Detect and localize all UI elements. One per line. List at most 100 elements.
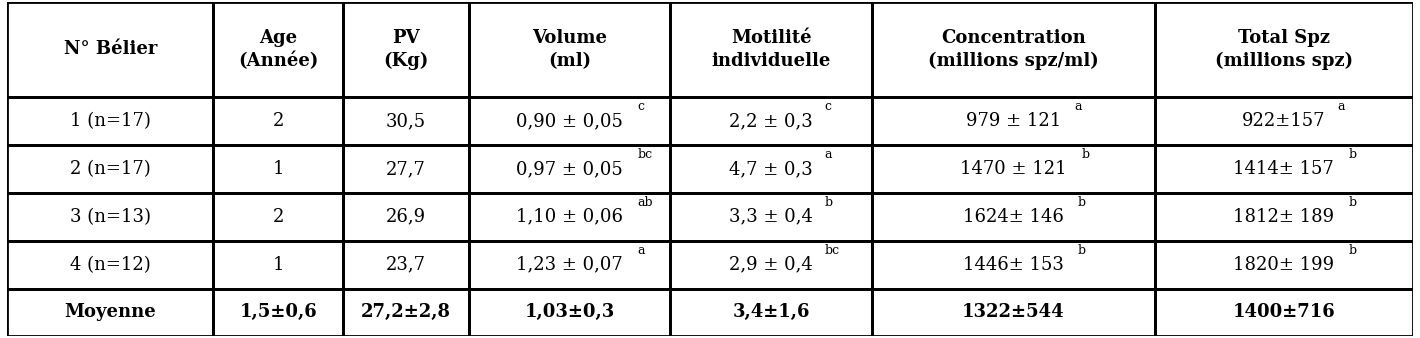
Text: 26,9: 26,9 (386, 208, 426, 226)
Text: b: b (1349, 196, 1356, 209)
Text: 1: 1 (273, 160, 284, 178)
Text: b: b (1078, 196, 1086, 209)
Text: 3,4±1,6: 3,4±1,6 (733, 304, 809, 321)
Text: bc: bc (638, 148, 653, 161)
Text: 2: 2 (273, 208, 284, 226)
Text: b: b (825, 196, 832, 209)
Text: b: b (1349, 243, 1356, 257)
Text: 1446± 153: 1446± 153 (963, 256, 1064, 273)
Text: Total Spz
(millions spz): Total Spz (millions spz) (1214, 29, 1353, 70)
Bar (872, 193, 1154, 241)
Text: 922±157: 922±157 (1242, 112, 1325, 130)
Text: 3,3 ± 0,4: 3,3 ± 0,4 (730, 208, 814, 226)
Text: 1,03±0,3: 1,03±0,3 (524, 304, 615, 321)
Bar (670, 2, 872, 97)
Text: 1 (n=17): 1 (n=17) (70, 112, 151, 130)
Bar (872, 145, 1154, 193)
Text: Age
(Année): Age (Année) (239, 29, 318, 70)
Text: 2,2 ± 0,3: 2,2 ± 0,3 (730, 112, 814, 130)
Text: 1470 ± 121: 1470 ± 121 (960, 160, 1066, 178)
Text: b: b (1078, 243, 1086, 257)
Text: 1624± 146: 1624± 146 (963, 208, 1064, 226)
Bar (469, 241, 670, 289)
Bar (7, 289, 213, 336)
Bar (469, 2, 670, 97)
Bar (213, 97, 344, 145)
Text: 2 (n=17): 2 (n=17) (70, 160, 151, 178)
Bar (1154, 97, 1413, 145)
Text: Volume
(ml): Volume (ml) (532, 29, 606, 70)
Text: c: c (825, 100, 832, 113)
Bar (872, 241, 1154, 289)
Text: 0,90 ± 0,05: 0,90 ± 0,05 (515, 112, 623, 130)
Bar (344, 97, 469, 145)
Bar (872, 2, 1154, 97)
Bar (469, 193, 670, 241)
Bar (670, 145, 872, 193)
Bar (7, 97, 213, 145)
Text: 2: 2 (273, 112, 284, 130)
Bar (344, 193, 469, 241)
Text: PV
(Kg): PV (Kg) (383, 29, 429, 70)
Text: 1,5±0,6: 1,5±0,6 (240, 304, 317, 321)
Text: 23,7: 23,7 (386, 256, 426, 273)
Text: c: c (638, 100, 645, 113)
Bar (7, 193, 213, 241)
Text: 1812± 189: 1812± 189 (1233, 208, 1335, 226)
Text: Moyenne: Moyenne (64, 304, 156, 321)
Bar (1154, 145, 1413, 193)
Text: a: a (825, 148, 832, 161)
Bar (872, 97, 1154, 145)
Bar (7, 241, 213, 289)
Text: 1,10 ± 0,06: 1,10 ± 0,06 (515, 208, 623, 226)
Bar (7, 2, 213, 97)
Text: a: a (638, 243, 645, 257)
Text: a: a (1074, 100, 1082, 113)
Text: Concentration
(millions spz/ml): Concentration (millions spz/ml) (927, 29, 1099, 70)
Bar (7, 145, 213, 193)
Text: 27,2±2,8: 27,2±2,8 (361, 304, 452, 321)
Text: 30,5: 30,5 (386, 112, 426, 130)
Text: 1400±716: 1400±716 (1233, 304, 1335, 321)
Bar (670, 289, 872, 336)
Text: b: b (1082, 148, 1089, 161)
Bar (1154, 241, 1413, 289)
Bar (670, 241, 872, 289)
Bar (1154, 289, 1413, 336)
Bar (1154, 193, 1413, 241)
Text: 27,7: 27,7 (386, 160, 426, 178)
Text: 1,23 ± 0,07: 1,23 ± 0,07 (515, 256, 623, 273)
Bar (469, 97, 670, 145)
Text: 4,7 ± 0,3: 4,7 ± 0,3 (730, 160, 814, 178)
Bar (213, 289, 344, 336)
Text: 1414± 157: 1414± 157 (1234, 160, 1335, 178)
Text: 1: 1 (273, 256, 284, 273)
Text: N° Bélier: N° Bélier (64, 41, 158, 58)
Bar (213, 145, 344, 193)
Bar (344, 2, 469, 97)
Text: b: b (1348, 148, 1356, 161)
Text: a: a (1338, 100, 1345, 113)
Text: ab: ab (638, 196, 653, 209)
Bar (344, 145, 469, 193)
Text: 1820± 199: 1820± 199 (1233, 256, 1335, 273)
Text: 1322±544: 1322±544 (961, 304, 1065, 321)
Bar (872, 289, 1154, 336)
Text: 0,97 ± 0,05: 0,97 ± 0,05 (515, 160, 623, 178)
Text: 3 (n=13): 3 (n=13) (70, 208, 151, 226)
Text: bc: bc (825, 243, 839, 257)
Bar (469, 289, 670, 336)
Bar (213, 193, 344, 241)
Bar (469, 145, 670, 193)
Bar (213, 241, 344, 289)
Bar (344, 241, 469, 289)
Text: 979 ± 121: 979 ± 121 (966, 112, 1061, 130)
Bar (344, 289, 469, 336)
Text: 2,9 ± 0,4: 2,9 ± 0,4 (730, 256, 814, 273)
Bar (213, 2, 344, 97)
Bar (670, 193, 872, 241)
Bar (670, 97, 872, 145)
Bar (1154, 2, 1413, 97)
Text: Motilité
individuelle: Motilité individuelle (711, 29, 831, 70)
Text: 4 (n=12): 4 (n=12) (70, 256, 151, 273)
